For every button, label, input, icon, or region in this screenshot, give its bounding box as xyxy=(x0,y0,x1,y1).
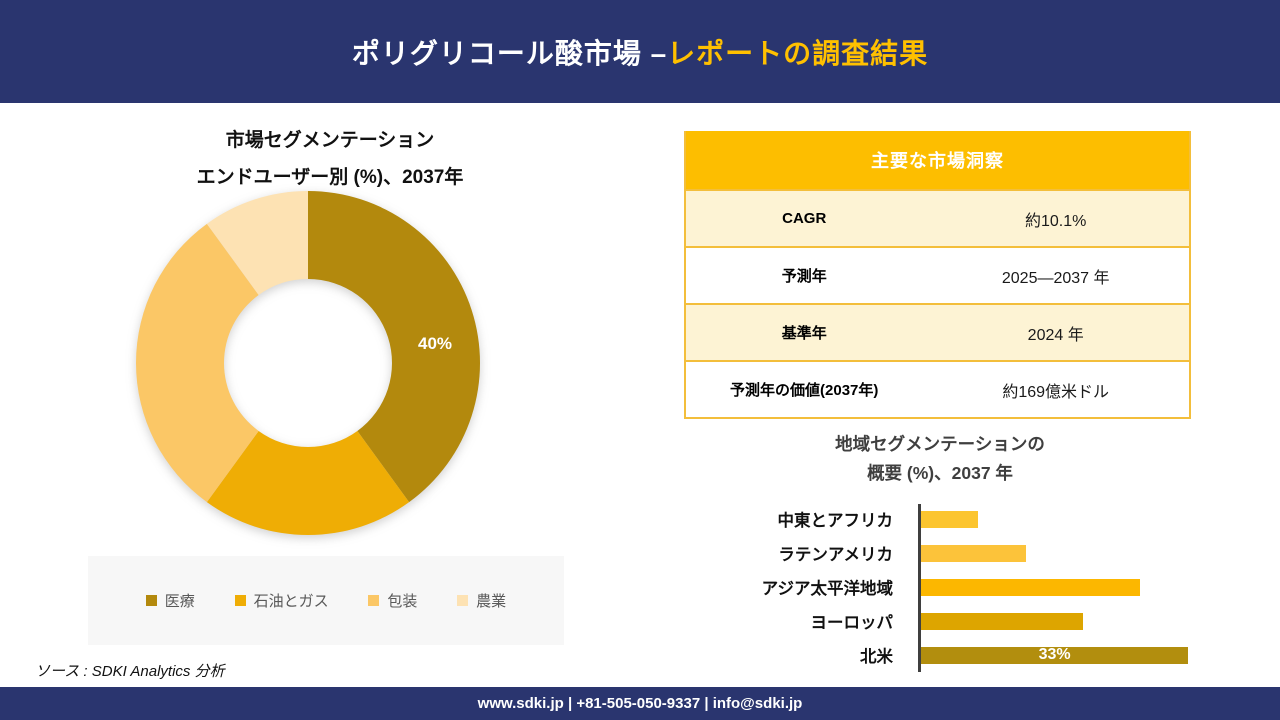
insights-table-row: 基準年 2024 年 xyxy=(686,303,1189,360)
insights-table-row: 予測年の価値(2037年) 約169億米ドル xyxy=(686,360,1189,417)
insights-table: 主要な市場洞察 CAGR 約10.1% 予測年 2025—2037 年基準年 2024 … xyxy=(684,131,1191,419)
insights-row-label: 予測年の価値(2037年) xyxy=(730,382,879,399)
legend-swatch-icon xyxy=(368,595,380,606)
insights-row-label: 予測年 xyxy=(781,268,827,285)
page-title-main: ポリグリコール酸市場 – xyxy=(351,37,668,69)
donut-chart-title: 市場セグメンテーション エンドユーザー別 (%)、2037年 xyxy=(90,122,570,196)
legend-label: 包装 xyxy=(387,593,418,610)
regional-chart-axis-line xyxy=(918,504,921,672)
regional-bar-category-label: ラテンアメリカ xyxy=(778,546,893,564)
insights-row-value: 2024 年 xyxy=(1027,326,1084,344)
source-note: ソース : SDKI Analytics 分析 xyxy=(35,663,225,680)
insights-table-body: CAGR 約10.1% 予測年 2025—2037 年基準年 2024 年予測年の価値(… xyxy=(686,189,1189,417)
regional-chart-title-line1: 地域セグメンテーションの xyxy=(835,434,1045,454)
insights-table-row: CAGR 約10.1% xyxy=(686,189,1189,246)
legend-label: 石油とガス xyxy=(253,593,329,610)
legend-swatch-icon xyxy=(145,595,157,606)
page-title-accent: レポートの調査結果 xyxy=(667,37,929,69)
regional-bar-category-label: ヨーロッパ xyxy=(810,614,894,632)
regional-bar-category-label: アジア太平洋地域 xyxy=(761,580,893,598)
donut-slice-石油とガス xyxy=(206,430,410,535)
donut-chart-legend: 医療 石油とガス 包装 農業 xyxy=(88,556,564,645)
insights-row-value: 約10.1% xyxy=(1025,212,1087,230)
legend-label: 医療 xyxy=(164,593,195,610)
regional-bar-北米: 33% xyxy=(921,646,1189,664)
regional-bar-chart: 中東とアフリカ ラテンアメリカアジア太平洋地域ヨーロッパ北米 33% xyxy=(740,502,1210,674)
footer-band: www.sdki.jp | +81-505-050-9337 | info@sd… xyxy=(0,687,1280,720)
donut-slice-value-label: 40% xyxy=(417,334,453,353)
regional-bar-row: アジア太平洋地域 xyxy=(740,570,1210,604)
insights-table-header: 主要な市場洞察 xyxy=(686,131,1189,189)
donut-slice-農業 xyxy=(206,191,308,296)
donut-slice-医療 xyxy=(308,191,480,503)
regional-bar-category-label: 北米 xyxy=(860,648,893,666)
legend-item-包装: 包装 xyxy=(368,590,417,611)
regional-bar-中東とアフリカ xyxy=(921,510,978,528)
donut-chart-svg xyxy=(136,191,480,535)
regional-bar-ラテンアメリカ xyxy=(921,544,1027,562)
insights-row-value: 約169億米ドル xyxy=(1002,383,1110,401)
header-band: ポリグリコール酸市場 – レポートの調査結果 xyxy=(0,0,1280,103)
regional-bar-row: ラテンアメリカ xyxy=(740,536,1210,570)
donut-chart-title-line2: エンドユーザー別 (%)、2037年 xyxy=(196,167,464,188)
donut-slice-包装 xyxy=(136,223,259,503)
regional-bar-row: 中東とアフリカ xyxy=(740,502,1210,536)
legend-label: 農業 xyxy=(476,593,507,610)
legend-item-医療: 医療 xyxy=(145,590,195,611)
regional-chart-title-line2: 概要 (%)、2037 年 xyxy=(867,463,1013,483)
legend-item-農業: 農業 xyxy=(457,590,506,611)
donut-chart-title-line1: 市場セグメンテーション xyxy=(225,130,435,151)
legend-item-石油とガス: 石油とガス xyxy=(234,590,329,611)
insights-row-label: CAGR xyxy=(782,210,827,227)
donut-chart xyxy=(133,188,483,538)
legend-swatch-icon xyxy=(234,595,246,606)
regional-bar-row: ヨーロッパ xyxy=(740,604,1210,638)
regional-bar-category-label: 中東とアフリカ xyxy=(777,512,894,530)
insights-row-label: 基準年 xyxy=(781,325,827,342)
regional-chart-title: 地域セグメンテーションの 概要 (%)、2037 年 xyxy=(750,430,1130,488)
insights-table-row: 予測年 2025—2037 年 xyxy=(686,246,1189,303)
footer-contact-text: www.sdki.jp | +81-505-050-9337 | info@sd… xyxy=(477,695,803,712)
regional-bar-ヨーロッパ xyxy=(921,612,1083,630)
regional-bar-value-label: 33% xyxy=(1038,646,1071,663)
insights-row-value: 2025—2037 年 xyxy=(1001,269,1110,287)
regional-bar-row: 北米 33% xyxy=(740,638,1210,672)
regional-bar-アジア太平洋地域 xyxy=(921,578,1140,596)
legend-swatch-icon xyxy=(457,595,469,606)
